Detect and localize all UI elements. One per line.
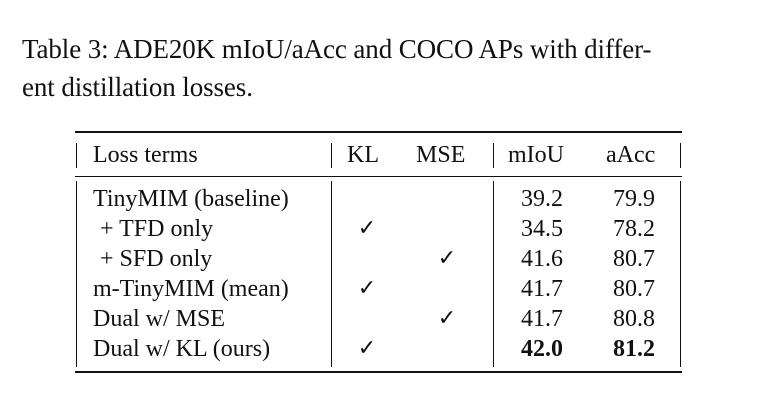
header-mse: MSE xyxy=(416,142,466,168)
row-mse-check: ✓ xyxy=(437,246,457,271)
row-name: + SFD only xyxy=(100,246,213,272)
row-mse-check: ✓ xyxy=(437,306,457,331)
header-separator-1 xyxy=(331,143,332,168)
header-left-border xyxy=(76,143,77,168)
row-kl-check: ✓ xyxy=(357,276,377,301)
body-separator-2 xyxy=(493,181,494,367)
table-top-rule xyxy=(75,131,682,133)
row-miou: 34.5 xyxy=(521,216,563,242)
row-name: Dual w/ MSE xyxy=(93,306,225,332)
row-aacc: 80.8 xyxy=(613,306,655,332)
header-miou: mIoU xyxy=(508,142,564,168)
row-aacc-best: 81.2 xyxy=(613,336,655,362)
caption-line-1: Table 3: ADE20K mIoU/aAcc and COCO APs w… xyxy=(22,34,652,64)
row-aacc: 80.7 xyxy=(613,246,655,272)
header-kl: KL xyxy=(347,142,379,168)
row-name: Dual w/ KL (ours) xyxy=(93,336,271,362)
row-name: + TFD only xyxy=(100,216,214,242)
row-aacc: 78.2 xyxy=(613,216,655,242)
table-caption: Table 3: ADE20K mIoU/aAcc and COCO APs w… xyxy=(22,30,767,106)
row-aacc: 79.9 xyxy=(613,186,655,212)
header-right-border xyxy=(680,143,681,168)
row-miou: 41.6 xyxy=(521,246,563,272)
row-name: TinyMIM (baseline) xyxy=(93,186,289,212)
row-aacc: 80.7 xyxy=(613,276,655,302)
header-loss-terms: Loss terms xyxy=(93,142,198,168)
table-header-rule xyxy=(75,176,682,177)
row-miou-best: 42.0 xyxy=(521,336,563,362)
row-miou: 39.2 xyxy=(521,186,563,212)
body-separator-1 xyxy=(331,181,332,367)
row-miou: 41.7 xyxy=(521,306,563,332)
header-aacc: aAcc xyxy=(606,142,656,168)
row-kl-check: ✓ xyxy=(357,336,377,361)
body-right-border xyxy=(680,181,681,367)
row-miou: 41.7 xyxy=(521,276,563,302)
caption-line-2: ent distillation losses. xyxy=(22,72,253,102)
body-left-border xyxy=(76,181,77,367)
row-name: m-TinyMIM (mean) xyxy=(93,276,289,302)
table-bottom-rule xyxy=(75,371,682,373)
header-separator-2 xyxy=(493,143,494,168)
row-kl-check: ✓ xyxy=(357,216,377,241)
